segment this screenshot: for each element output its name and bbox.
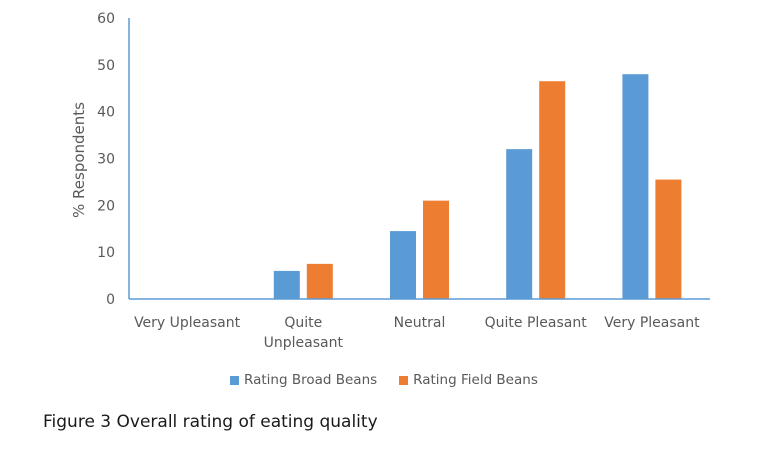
y-tick-label: 30 [97, 152, 115, 168]
y-tick-label: 20 [97, 198, 115, 214]
x-category-label: Very Pleasant [604, 315, 700, 331]
bar-broad-beans [622, 74, 649, 299]
legend-label-field-beans: Rating Field Beans [413, 372, 538, 388]
legend-swatch-broad-beans [230, 375, 239, 385]
y-tick-label: 40 [97, 105, 115, 121]
x-category-label: Quite Unpleasant [264, 315, 344, 351]
y-tick-label: 50 [97, 58, 115, 74]
bar-broad-beans [506, 149, 533, 299]
bar-broad-beans [273, 270, 300, 299]
bar-broad-beans [390, 231, 416, 299]
y-axis-label: % Respondents [70, 102, 88, 218]
bars-group [273, 74, 682, 299]
y-axis-ticks: 0 10 20 30 40 50 60 [97, 11, 115, 308]
bar-field-beans [539, 81, 566, 299]
x-category-label: Neutral [394, 315, 446, 331]
legend-label-broad-beans: Rating Broad Beans [244, 372, 378, 388]
legend: Rating Broad Beans Rating Field Beans [230, 372, 560, 388]
legend-item-field-beans: Rating Field Beans [399, 372, 538, 388]
legend-swatch-field-beans [399, 375, 409, 385]
bar-field-beans [423, 200, 449, 299]
x-category-label: Very Upleasant [134, 315, 241, 331]
bar-field-beans [655, 179, 682, 299]
y-tick-label: 0 [106, 292, 115, 308]
figure-caption: Figure 3 Overall rating of eating qualit… [43, 412, 378, 432]
bar-chart: 0 10 20 30 40 50 60 Very Upleasant Quite Unpleas… [70, 11, 710, 351]
x-axis-categories: Very Upleasant Quite Unpleasant Neutral Quit… [134, 315, 700, 351]
y-tick-label: 10 [97, 245, 115, 261]
y-tick-label: 60 [97, 11, 115, 27]
legend-item-broad-beans: Rating Broad Beans [230, 372, 377, 388]
bar-field-beans [306, 263, 333, 299]
x-category-label: Quite Pleasant [485, 315, 588, 331]
